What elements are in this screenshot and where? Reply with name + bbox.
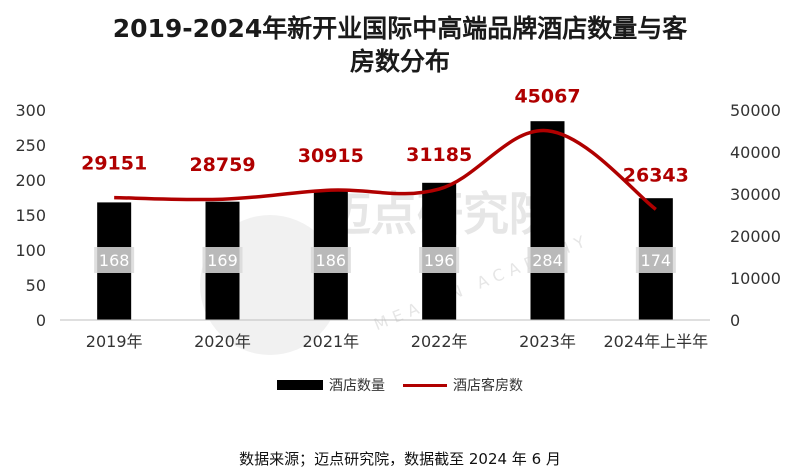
y-right-tick-label: 20000 xyxy=(730,227,781,246)
legend-item-line: 酒店客房数 xyxy=(403,375,523,395)
bar-label-box xyxy=(310,247,351,273)
x-tick-label: 2019年 xyxy=(86,332,143,351)
y-right-tick-label: 40000 xyxy=(730,143,781,162)
bar-data-label: 169 xyxy=(207,251,238,270)
y-left-tick-label: 50 xyxy=(26,276,46,295)
y-left-tick-label: 0 xyxy=(36,311,46,330)
line-data-label: 28759 xyxy=(189,154,255,176)
y-axis-left: 0 50 100 150 200 250 300 xyxy=(15,101,46,330)
y-right-tick-label: 30000 xyxy=(730,185,781,204)
x-axis-labels: 2019年 2020年 2021年 2022年 2023年 2024年上半年 xyxy=(86,332,708,351)
x-tick-label: 2024年上半年 xyxy=(603,332,708,351)
bar-label-box xyxy=(94,247,135,273)
bar-label-box xyxy=(635,247,676,273)
x-tick-label: 2020年 xyxy=(194,332,251,351)
x-tick-label: 2021年 xyxy=(302,332,359,351)
line-data-label: 29151 xyxy=(81,153,147,175)
bar-data-label: 168 xyxy=(99,251,130,270)
y-left-tick-label: 300 xyxy=(15,101,46,120)
bar-series xyxy=(97,121,673,320)
y-left-tick-label: 150 xyxy=(15,206,46,225)
bar-data-label: 174 xyxy=(641,251,672,270)
y-right-tick-label: 10000 xyxy=(730,269,781,288)
bar-label-box xyxy=(419,247,460,273)
legend-swatch-line xyxy=(403,383,447,387)
legend-label-line: 酒店客房数 xyxy=(453,378,523,394)
line-data-labels: 29151 28759 30915 31185 45067 26343 xyxy=(81,86,689,187)
legend-swatch-bar xyxy=(277,380,323,390)
line-data-label: 30915 xyxy=(298,145,364,167)
bar xyxy=(530,121,565,320)
legend-item-bar: 酒店数量 xyxy=(277,375,385,395)
bar-label-box xyxy=(202,247,243,273)
y-left-tick-label: 100 xyxy=(15,241,46,260)
chart-title-line2: 房数分布 xyxy=(349,47,450,76)
legend-label-bar: 酒店数量 xyxy=(329,378,385,394)
bar-label-box xyxy=(527,247,568,273)
x-tick-label: 2022年 xyxy=(411,332,468,351)
line-series-path xyxy=(114,128,657,211)
y-axis-right: 0 10000 20000 30000 40000 50000 xyxy=(730,101,781,330)
y-left-tick-label: 250 xyxy=(15,136,46,155)
y-right-tick-label: 50000 xyxy=(730,101,781,120)
line-data-label: 26343 xyxy=(623,164,689,186)
bar-data-label: 186 xyxy=(316,251,347,270)
line-data-label: 45067 xyxy=(514,86,580,108)
x-tick-label: 2023年 xyxy=(519,332,576,351)
chart-title: 2019-2024年新开业国际中高端品牌酒店数量与客 房数分布 xyxy=(0,12,800,78)
bar-data-label: 284 xyxy=(532,251,563,270)
line-data-label: 31185 xyxy=(406,144,472,166)
y-left-tick-label: 200 xyxy=(15,171,46,190)
source-note: 数据来源；迈点研究院，数据截至 2024 年 6 月 xyxy=(239,450,561,468)
bar-data-labels: 168 169 186 196 284 174 xyxy=(94,247,676,273)
y-right-tick-label: 0 xyxy=(730,311,740,330)
legend: 酒店数量 酒店客房数 xyxy=(0,375,800,395)
bar-data-label: 196 xyxy=(424,251,455,270)
chart-title-line1: 2019-2024年新开业国际中高端品牌酒店数量与客 xyxy=(112,14,688,43)
line-series xyxy=(114,128,657,211)
